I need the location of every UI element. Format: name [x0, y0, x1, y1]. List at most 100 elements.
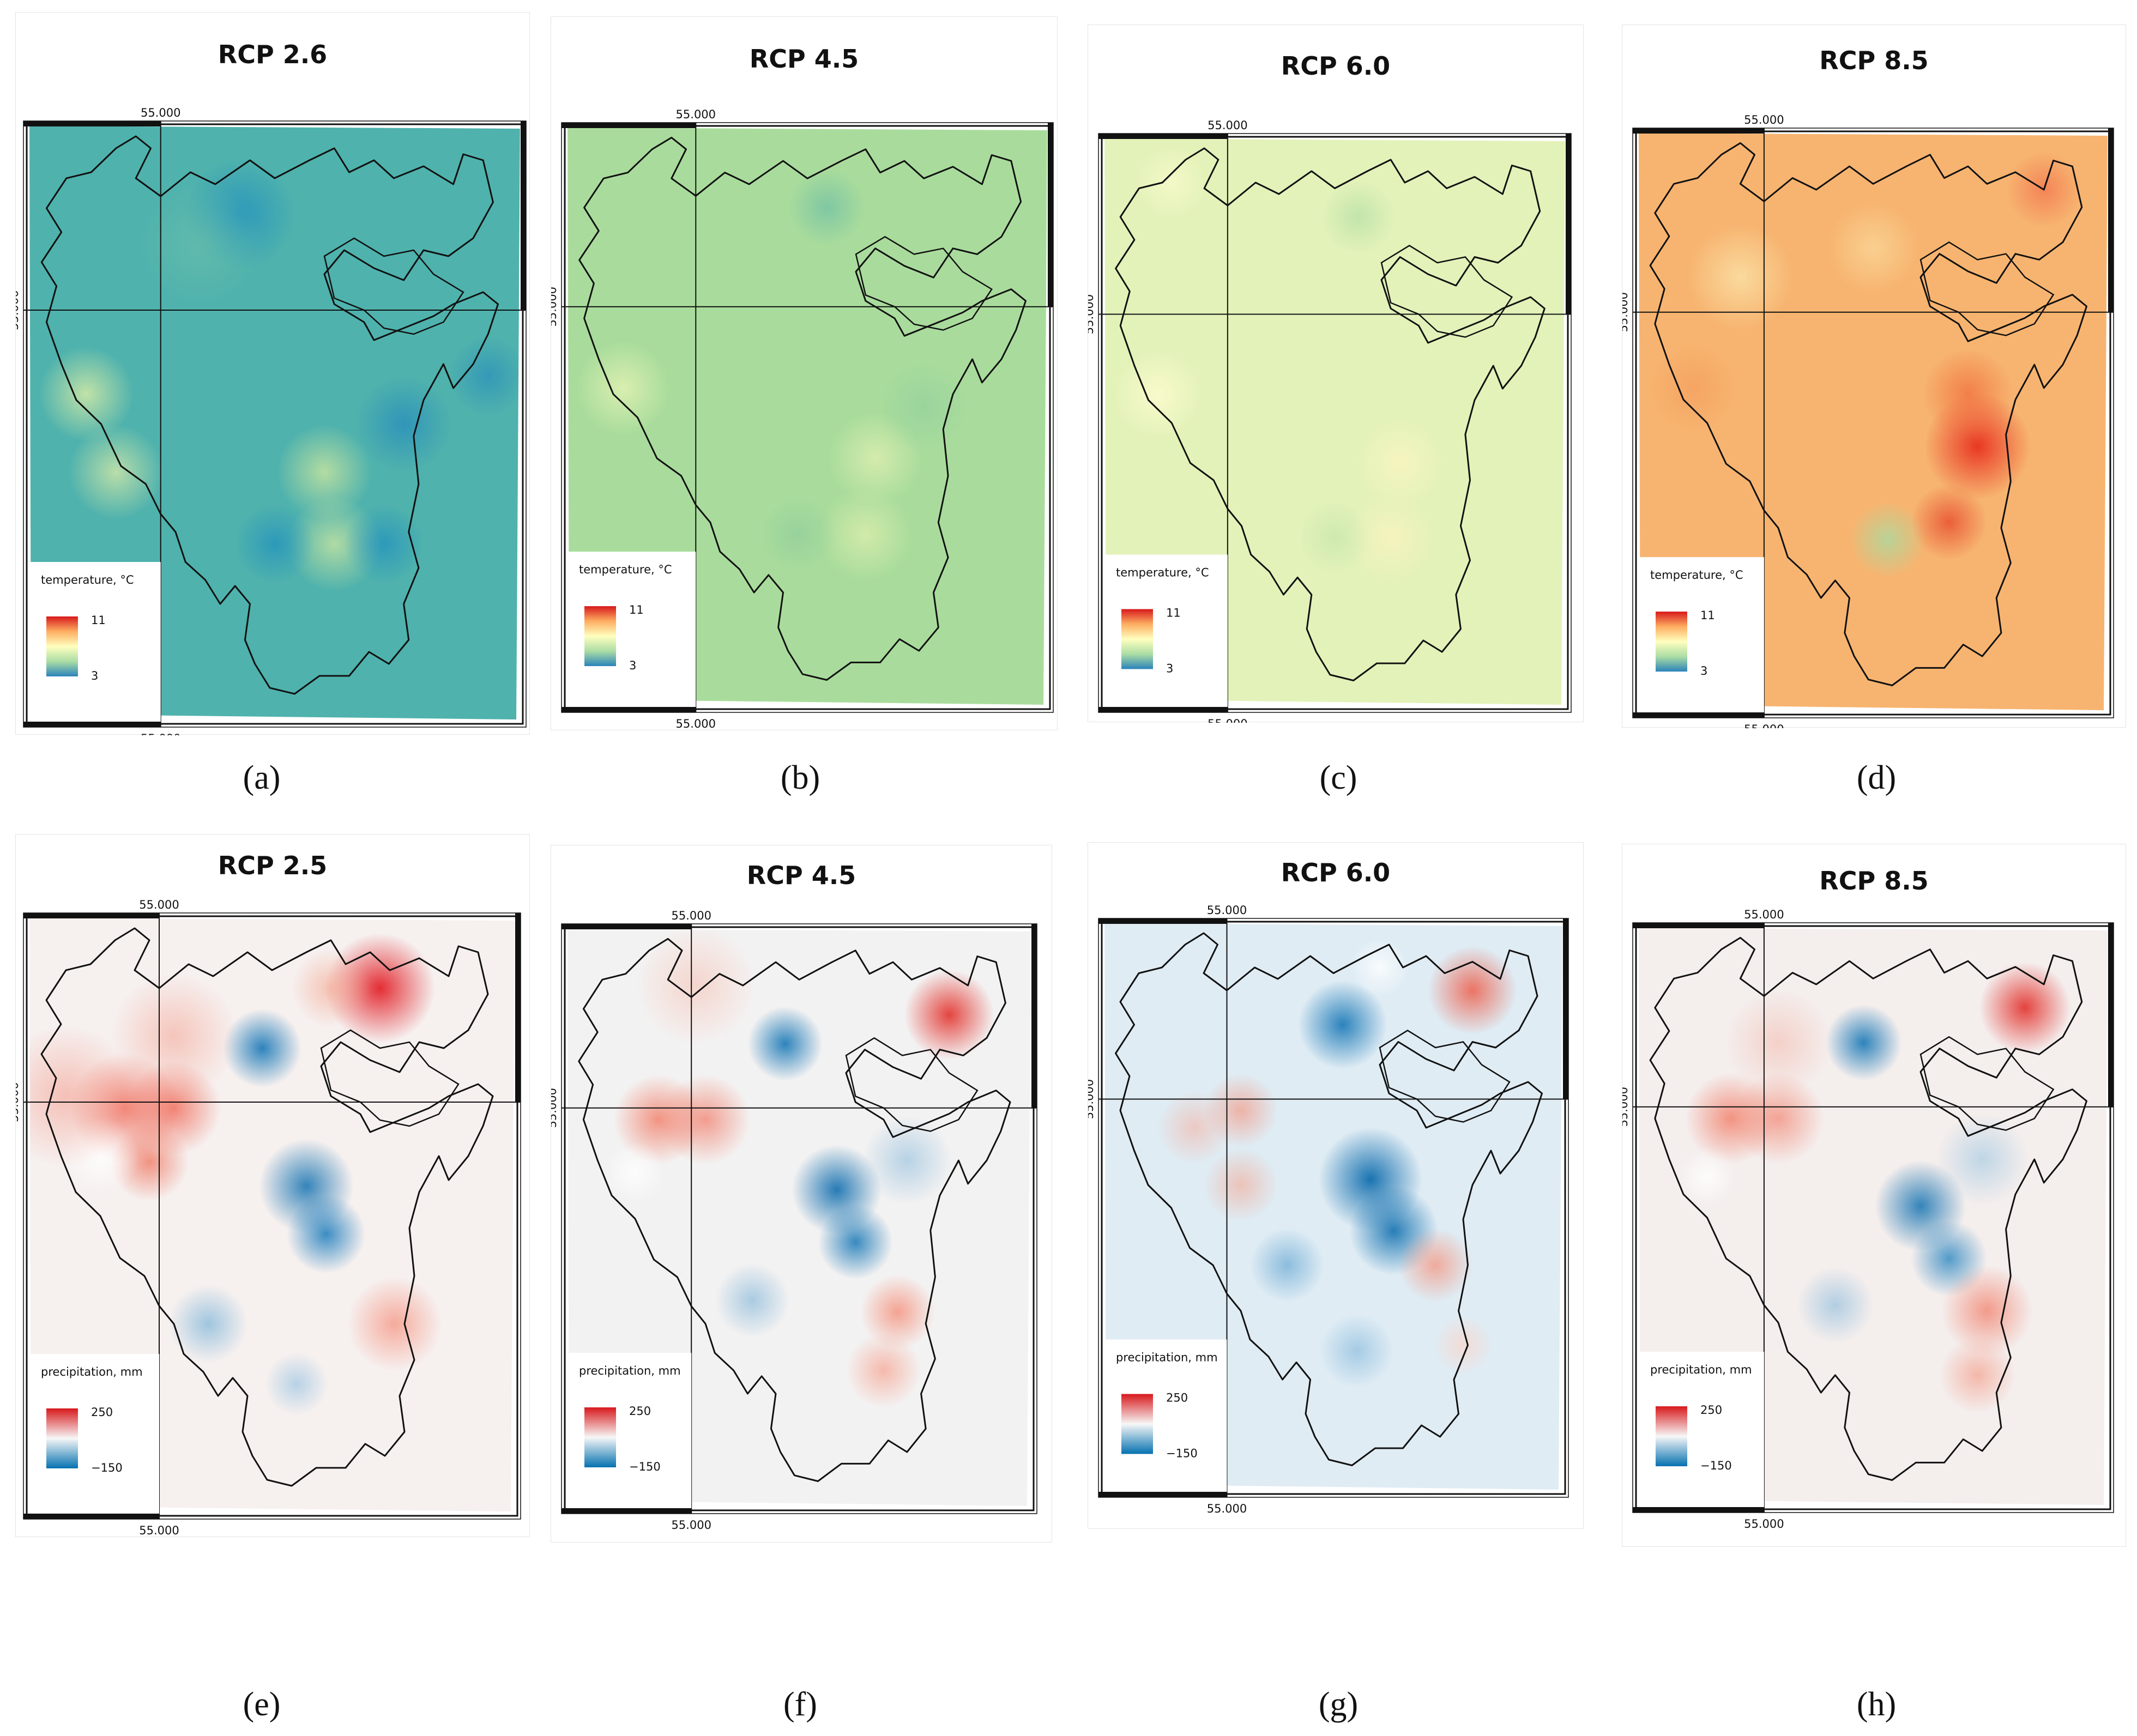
legend-colorbar	[1656, 612, 1687, 672]
map-frame	[1635, 130, 2111, 716]
frame-bar-top	[1633, 128, 1764, 134]
legend-title: temperature, °C	[1650, 568, 1743, 582]
anomaly-hotspot	[862, 1115, 952, 1206]
legend-min-label: 3	[1700, 664, 1707, 678]
anomaly-hotspot	[1922, 348, 2014, 440]
frame-bar-bottom	[1098, 707, 1228, 712]
tick-label-left: 55.000	[1088, 294, 1096, 334]
tick-label-top: 55.000	[676, 108, 716, 121]
anomaly-hotspot	[356, 376, 451, 472]
legend-colorbar	[1121, 609, 1153, 669]
region-boundary	[1649, 936, 2087, 1481]
map-outer-frame	[1098, 133, 1572, 713]
tick-label-top: 55.000	[1744, 908, 1784, 921]
district-boundary	[1919, 241, 2055, 336]
tick-label-bottom: 55.000	[676, 717, 716, 730]
map-outer-frame	[1098, 918, 1569, 1498]
tick-label-top: 55.000	[1744, 113, 1784, 126]
anomaly-hotspot	[860, 1274, 935, 1350]
legend-title: precipitation, mm	[1650, 1363, 1752, 1376]
anomaly-hotspot	[1250, 1228, 1324, 1302]
anomaly-hotspot	[292, 949, 370, 1027]
map-panel-g: RCP 6.0 55.000 55.000 55.000 precipitation,…	[1088, 842, 1584, 1529]
legend-min-label: −150	[1166, 1447, 1198, 1460]
caption-h: (h)	[1856, 1686, 1897, 1723]
region-boundary	[40, 927, 494, 1487]
caption-d: (d)	[1856, 759, 1897, 796]
tick-label-bottom: 55.000	[1744, 1517, 1784, 1531]
legend-max-label: 250	[629, 1405, 651, 1418]
tick-label-bottom: 55.000	[141, 732, 180, 735]
map-panel-a: RCP 2.6 55.000 55.000 55.000 temperature, °…	[15, 12, 530, 735]
panel-title: RCP 2.6	[218, 40, 328, 69]
legend-min-label: 3	[1166, 662, 1173, 675]
map-h: 55.000 55.000 55.000 precipitation, mm 250 −1…	[1622, 908, 2114, 1531]
anomaly-hotspot	[1941, 1265, 2033, 1357]
anomaly-hotspot	[818, 1205, 893, 1280]
map-b: 55.000 55.000 55.000 temperature, °C 11 3	[551, 108, 1054, 730]
map-c: 55.000 55.000 55.000 temperature, °C 11 3	[1088, 119, 1572, 723]
panel-title: RCP 6.0	[1281, 858, 1391, 887]
map-panel-b: RCP 4.5 55.000 55.000 55.000 temperature, °…	[551, 16, 1058, 730]
anomaly-hotspot	[137, 180, 264, 308]
region-boundary	[578, 937, 1011, 1482]
legend-colorbar	[1656, 1406, 1687, 1467]
tick-label-top: 55.000	[1207, 904, 1247, 917]
anomaly-hotspot	[1936, 1114, 2028, 1205]
tick-label-top: 55.000	[141, 106, 180, 119]
legend-min-label: 3	[91, 669, 98, 682]
panel-title: RCP 8.5	[1819, 866, 1929, 896]
legend-colorbar	[46, 1408, 78, 1468]
tick-label-left: 55.000	[1088, 1079, 1096, 1119]
legend-colorbar	[1121, 1394, 1153, 1454]
anomaly-hotspot	[1320, 179, 1396, 255]
anomaly-hotspot	[877, 359, 971, 453]
legend-colorbar	[584, 1407, 616, 1468]
map-g: 55.000 55.000 55.000 precipitation, mm 250 −1…	[1088, 904, 1569, 1515]
anomaly-hotspot	[1204, 1148, 1278, 1222]
caption-b: (b)	[780, 759, 820, 796]
anomaly-hotspot	[223, 1009, 301, 1087]
tick-label-left: 55.000	[16, 290, 21, 330]
legend-title: precipitation, mm	[1116, 1351, 1218, 1364]
anomaly-hotspot	[788, 168, 866, 246]
panel-title: RCP 8.5	[1819, 46, 1929, 75]
anomaly-hotspot	[1319, 1314, 1394, 1388]
anomaly-hotspot	[1346, 492, 1436, 583]
district-boundary	[1919, 1036, 2055, 1131]
panel-title: RCP 2.5	[218, 851, 328, 880]
frame-bar-right	[1031, 924, 1037, 1108]
tick-label-left: 55.000	[551, 1088, 559, 1128]
anomaly-hotspot	[1350, 937, 1410, 997]
anomaly-hotspot	[169, 1285, 247, 1363]
anomaly-hotspot	[1428, 946, 1517, 1035]
frame-bar-top	[23, 121, 161, 126]
map-outer-frame	[23, 912, 521, 1520]
frame-bar-top	[562, 123, 696, 128]
map-frame	[26, 123, 524, 725]
caption-a: (a)	[243, 759, 281, 796]
legend-colorbar	[46, 616, 78, 676]
anomaly-hotspot	[265, 1352, 328, 1416]
district-boundary	[323, 237, 464, 335]
anomaly-hotspot	[747, 1006, 823, 1081]
anomaly-hotspot	[1979, 962, 2070, 1054]
map-panel-c: RCP 6.0 55.000 55.000 55.000 temperature, °…	[1088, 25, 1584, 723]
anomaly-hotspot	[660, 1074, 751, 1165]
district-boundary	[320, 1029, 460, 1127]
anomaly-hotspot	[1398, 1228, 1472, 1302]
map-frame	[564, 926, 1035, 1511]
map-frame	[1635, 925, 2111, 1510]
district-boundary	[1379, 1030, 1511, 1123]
anomaly-hotspot	[904, 969, 994, 1060]
legend-max-label: 250	[1700, 1404, 1722, 1417]
legend-max-label: 250	[91, 1406, 113, 1419]
anomaly-hotspot	[1433, 1315, 1493, 1375]
panel-title: RCP 4.5	[746, 861, 856, 890]
frame-bar-right	[1048, 123, 1053, 307]
legend-max-label: 11	[1166, 607, 1181, 620]
frame-bar-bottom	[562, 707, 696, 712]
map-d: 55.000 55.000 55.000 temperature, °C 11 3	[1622, 113, 2114, 728]
map-outer-frame	[23, 120, 527, 728]
frame-bar-top	[1098, 134, 1228, 139]
